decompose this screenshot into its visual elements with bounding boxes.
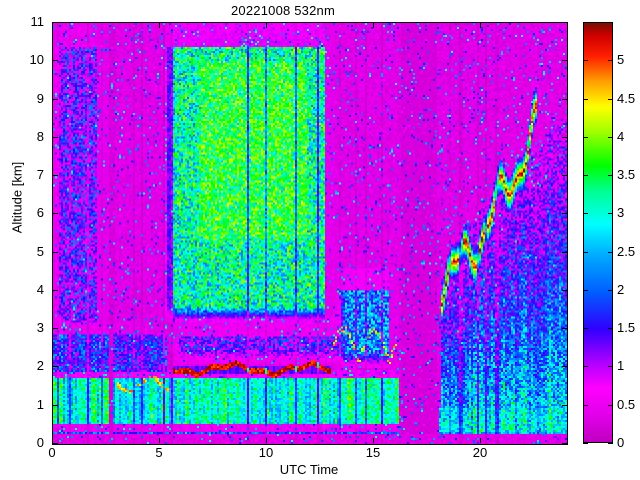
y-axis-title: Altitude [km] — [9, 161, 25, 234]
colorbar-tick — [583, 213, 588, 214]
x-tick — [159, 23, 160, 28]
x-tick — [266, 438, 267, 443]
colorbar-tick-label: 3 — [617, 205, 625, 220]
x-tick — [373, 23, 374, 28]
y-tick — [53, 328, 58, 329]
colorbar-tick — [583, 99, 588, 100]
colorbar-tick — [608, 213, 613, 214]
colorbar-tick-label: 0 — [617, 435, 625, 450]
colorbar-tick — [583, 137, 588, 138]
colorbar-tick-label: 1.5 — [617, 320, 636, 335]
colorbar-tick-label: 2 — [617, 282, 625, 297]
y-tick — [53, 22, 58, 23]
y-tick-label: 11 — [30, 14, 45, 29]
y-tick-label: 4 — [36, 282, 44, 297]
colorbar — [583, 22, 613, 443]
y-tick — [562, 60, 567, 61]
y-tick — [562, 290, 567, 291]
y-tick-label: 9 — [36, 91, 44, 106]
x-tick — [159, 438, 160, 443]
y-tick — [562, 252, 567, 253]
y-tick-label: 7 — [36, 167, 44, 182]
colorbar-tick — [608, 290, 613, 291]
colorbar-tick-label: 1 — [617, 358, 625, 373]
y-tick — [53, 213, 58, 214]
colorbar-tick — [608, 405, 613, 406]
y-tick — [562, 213, 567, 214]
colorbar-tick — [608, 443, 613, 444]
y-tick-label: 2 — [36, 358, 44, 373]
colorbar-canvas — [583, 22, 613, 443]
colorbar-tick — [608, 175, 613, 176]
y-tick-label: 6 — [36, 205, 44, 220]
x-tick — [266, 23, 267, 28]
y-tick — [562, 99, 567, 100]
y-tick-label: 8 — [36, 129, 44, 144]
y-tick-label: 1 — [36, 397, 44, 412]
y-tick — [562, 328, 567, 329]
colorbar-tick — [583, 60, 588, 61]
x-tick-label: 0 — [48, 445, 56, 460]
colorbar-tick — [583, 366, 588, 367]
x-tick — [52, 23, 53, 28]
colorbar-tick — [583, 405, 588, 406]
colorbar-tick — [608, 60, 613, 61]
colorbar-tick — [583, 328, 588, 329]
colorbar-tick-label: 4 — [617, 129, 625, 144]
y-tick — [562, 175, 567, 176]
colorbar-tick-label: 2.5 — [617, 244, 636, 259]
y-tick — [53, 99, 58, 100]
colorbar-tick — [608, 328, 613, 329]
x-tick — [52, 438, 53, 443]
y-tick — [53, 366, 58, 367]
y-tick — [53, 175, 58, 176]
y-tick — [562, 22, 567, 23]
x-tick — [480, 438, 481, 443]
y-tick — [562, 443, 567, 444]
colorbar-tick — [608, 99, 613, 100]
y-tick — [562, 366, 567, 367]
x-tick — [373, 438, 374, 443]
y-tick — [53, 443, 58, 444]
colorbar-tick — [583, 290, 588, 291]
colorbar-tick-label: 4.5 — [617, 91, 636, 106]
y-tick — [53, 60, 58, 61]
y-tick — [562, 137, 567, 138]
x-tick-label: 5 — [155, 445, 163, 460]
x-tick — [480, 23, 481, 28]
y-tick-label: 5 — [36, 244, 44, 259]
y-tick — [53, 405, 58, 406]
colorbar-tick-label: 5 — [617, 52, 625, 67]
x-axis-title: UTC Time — [279, 462, 339, 477]
heatmap-canvas — [53, 23, 567, 444]
y-tick — [562, 405, 567, 406]
colorbar-tick — [583, 252, 588, 253]
page-title: 20221008 532nm — [230, 3, 335, 18]
colorbar-tick-label: 0.5 — [617, 397, 636, 412]
y-tick — [53, 137, 58, 138]
colorbar-tick-label: 3.5 — [617, 167, 636, 182]
colorbar-tick — [608, 137, 613, 138]
y-tick — [53, 252, 58, 253]
y-tick — [53, 290, 58, 291]
x-tick-label: 20 — [472, 445, 488, 460]
colorbar-tick — [608, 366, 613, 367]
y-tick-label: 3 — [36, 320, 44, 335]
x-tick-label: 10 — [258, 445, 274, 460]
colorbar-tick — [583, 443, 588, 444]
x-tick-label: 15 — [365, 445, 381, 460]
colorbar-tick — [608, 252, 613, 253]
y-tick-label: 10 — [29, 52, 44, 67]
y-tick-label: 0 — [36, 435, 44, 450]
colorbar-tick — [583, 175, 588, 176]
plot-axes — [52, 22, 568, 445]
